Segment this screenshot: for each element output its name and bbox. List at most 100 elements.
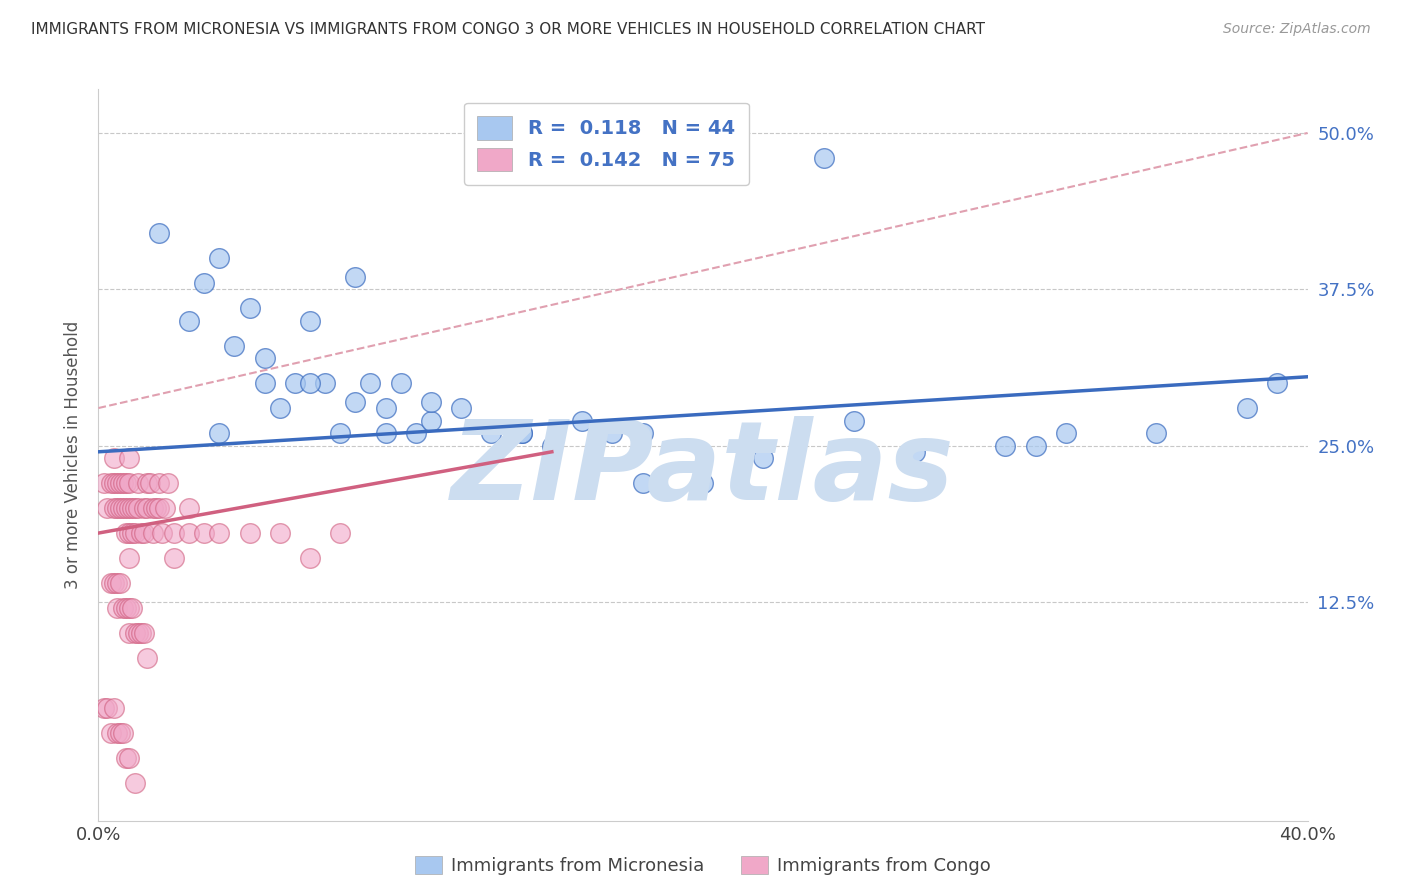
Text: ZIPatlas: ZIPatlas (451, 416, 955, 523)
Point (1054, 425, 1077, 440)
Point (193, 526, 215, 541)
Point (208, 251, 231, 265)
Point (124, 626, 146, 640)
Point (118, 476, 141, 491)
Point (118, 751, 141, 765)
Point (132, 526, 155, 541)
Point (100, 576, 122, 591)
Point (1236, 401, 1258, 415)
Point (118, 551, 141, 566)
Point (148, 226, 170, 240)
Point (124, 526, 146, 541)
Point (105, 576, 128, 591)
Y-axis label: 3 or more Vehicles in Household: 3 or more Vehicles in Household (65, 321, 83, 589)
Point (124, 501, 146, 516)
Point (239, 526, 262, 541)
Point (329, 526, 352, 541)
Point (108, 501, 131, 516)
Point (284, 376, 307, 390)
Text: IMMIGRANTS FROM MICRONESIA VS IMMIGRANTS FROM CONGO 3 OR MORE VEHICLES IN HOUSEH: IMMIGRANTS FROM MICRONESIA VS IMMIGRANTS… (31, 22, 986, 37)
Point (269, 526, 291, 541)
Point (631, 476, 654, 491)
Point (253, 376, 276, 390)
Point (118, 601, 141, 615)
Point (329, 425, 352, 440)
Point (127, 476, 149, 491)
Point (752, 451, 775, 466)
Point (344, 394, 367, 409)
Point (148, 476, 170, 491)
Point (100, 476, 122, 491)
Point (118, 526, 141, 541)
Text: Source: ZipAtlas.com: Source: ZipAtlas.com (1223, 22, 1371, 37)
Point (179, 501, 201, 516)
Point (193, 276, 215, 290)
Point (179, 526, 201, 541)
Point (389, 376, 412, 390)
Point (142, 526, 165, 541)
Point (111, 501, 134, 516)
Point (1024, 438, 1046, 452)
Point (129, 626, 152, 640)
Point (510, 425, 533, 440)
Point (121, 501, 143, 516)
Point (450, 401, 472, 415)
Point (360, 376, 382, 390)
Point (156, 476, 179, 491)
Point (253, 351, 276, 365)
Point (139, 476, 162, 491)
Point (299, 313, 322, 327)
Point (631, 425, 654, 440)
Point (127, 626, 149, 640)
Point (103, 476, 125, 491)
Point (111, 476, 134, 491)
Point (105, 501, 128, 516)
Point (129, 526, 152, 541)
Point (100, 726, 122, 740)
Point (148, 501, 170, 516)
Point (420, 413, 443, 427)
Point (994, 438, 1017, 452)
Point (108, 576, 131, 591)
Point (904, 444, 927, 458)
Point (121, 601, 143, 615)
Point (344, 269, 367, 284)
Point (96, 701, 118, 715)
Point (299, 551, 322, 566)
Point (1144, 425, 1167, 440)
Point (481, 425, 503, 440)
Point (208, 425, 231, 440)
Point (96, 501, 118, 516)
Point (510, 425, 533, 440)
Point (844, 413, 866, 427)
Point (374, 425, 396, 440)
Point (118, 451, 141, 466)
Point (602, 425, 624, 440)
Point (103, 701, 125, 715)
Point (103, 576, 125, 591)
Point (93, 701, 115, 715)
Point (108, 476, 131, 491)
Point (114, 526, 136, 541)
Point (571, 413, 593, 427)
Point (224, 338, 246, 352)
Point (269, 401, 291, 415)
Point (813, 151, 835, 165)
Point (103, 451, 125, 466)
Point (114, 476, 136, 491)
Point (163, 526, 186, 541)
Point (142, 501, 165, 516)
Point (374, 401, 396, 415)
Point (124, 776, 146, 790)
Point (121, 526, 143, 541)
Point (93, 476, 115, 491)
Point (135, 476, 157, 491)
Point (692, 476, 714, 491)
Point (299, 376, 322, 390)
Legend: R =  0.118   N = 44, R =  0.142   N = 75: R = 0.118 N = 44, R = 0.142 N = 75 (464, 103, 749, 185)
Point (103, 501, 125, 516)
Point (540, 438, 562, 452)
Point (405, 425, 427, 440)
Point (135, 501, 157, 516)
Point (314, 376, 336, 390)
